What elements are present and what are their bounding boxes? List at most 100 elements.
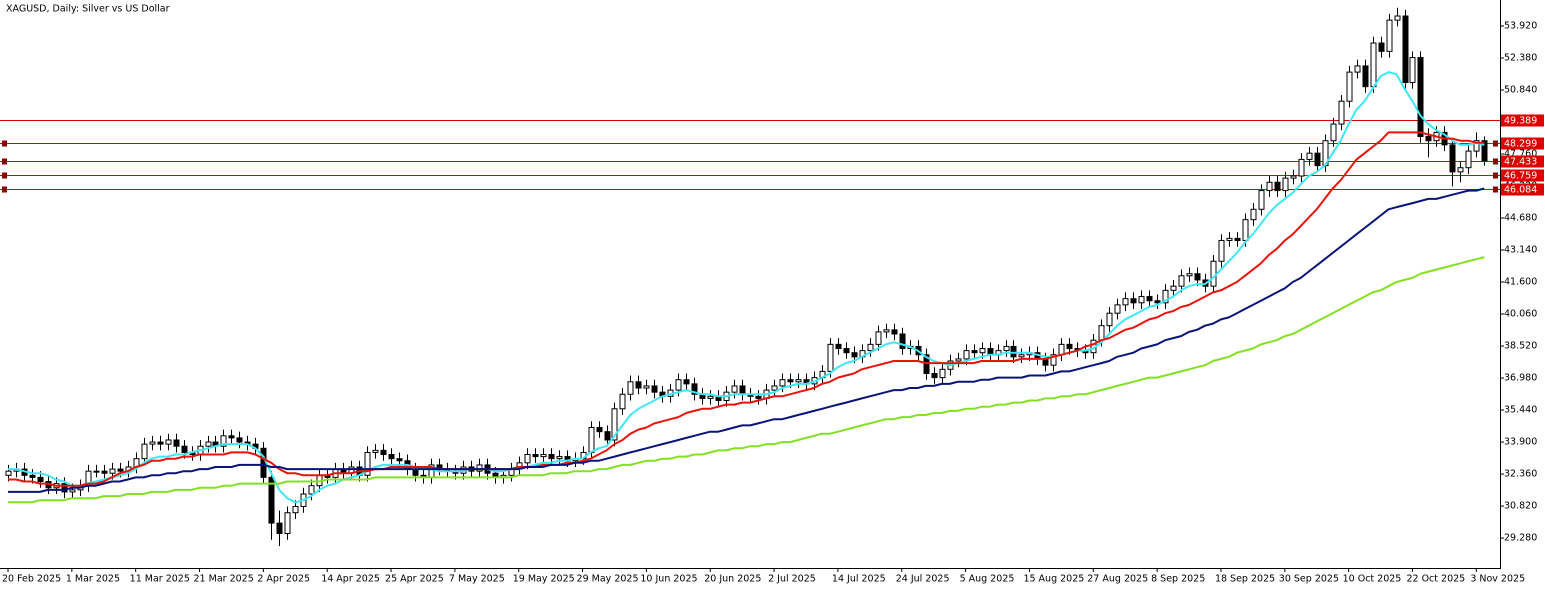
candle-body bbox=[963, 350, 970, 360]
candle-body bbox=[1394, 15, 1401, 21]
candle-body bbox=[1330, 123, 1337, 142]
candle-body bbox=[923, 354, 930, 374]
candle-body bbox=[284, 512, 291, 535]
candle-body bbox=[372, 449, 379, 453]
level-marker bbox=[1493, 158, 1498, 165]
candle-body bbox=[1250, 208, 1257, 221]
candle-body bbox=[707, 395, 714, 399]
level-marker bbox=[2, 186, 7, 193]
y-tick-label: 44.680 bbox=[1504, 213, 1537, 224]
candle-body bbox=[117, 468, 124, 472]
candle-body bbox=[1178, 275, 1185, 287]
candle-body bbox=[29, 474, 36, 478]
candle-body bbox=[1194, 273, 1201, 281]
candle-body bbox=[651, 385, 658, 393]
x-tick-label: 27 Aug 2025 bbox=[1087, 574, 1148, 585]
candle-body bbox=[588, 427, 595, 453]
y-tick-label: 36.980 bbox=[1504, 373, 1537, 384]
candle-body bbox=[1402, 15, 1409, 84]
x-tick-label: 18 Sep 2025 bbox=[1215, 574, 1275, 585]
candle-body bbox=[157, 441, 164, 445]
candle-body bbox=[971, 350, 978, 354]
x-tick-label: 2 Jul 2025 bbox=[768, 574, 816, 585]
x-tick-label: 14 Jul 2025 bbox=[832, 574, 886, 585]
moving-average-line bbox=[8, 131, 1485, 487]
level-marker bbox=[1493, 140, 1498, 147]
candle-body bbox=[37, 476, 44, 483]
candle-body bbox=[619, 393, 626, 410]
x-tick-label: 3 Nov 2025 bbox=[1470, 574, 1525, 585]
candle-body bbox=[1138, 296, 1145, 304]
candle-body bbox=[1378, 42, 1385, 52]
candle-body bbox=[643, 385, 650, 389]
candle-body bbox=[1306, 152, 1313, 160]
candle-body bbox=[1386, 19, 1393, 52]
candle-body bbox=[611, 408, 618, 441]
candle-body bbox=[1481, 140, 1488, 162]
x-tick-label: 25 Apr 2025 bbox=[385, 574, 444, 585]
candle-body bbox=[1258, 190, 1265, 210]
x-tick-label: 10 Jun 2025 bbox=[640, 574, 697, 585]
candle-body bbox=[827, 343, 834, 372]
candle-body bbox=[739, 385, 746, 395]
x-tick-label: 29 May 2025 bbox=[577, 574, 639, 585]
candle-body bbox=[1154, 300, 1161, 304]
x-tick-label: 19 May 2025 bbox=[513, 574, 575, 585]
y-tick-label: 33.900 bbox=[1504, 437, 1537, 448]
candle-body bbox=[260, 447, 267, 478]
candle-body bbox=[1417, 57, 1424, 138]
candle-body bbox=[109, 468, 116, 474]
candle-body bbox=[1162, 289, 1169, 304]
candle-body bbox=[1210, 260, 1217, 287]
candle-body bbox=[524, 454, 531, 464]
x-tick-label: 20 Feb 2025 bbox=[2, 574, 61, 585]
x-tick-label: 24 Jul 2025 bbox=[896, 574, 950, 585]
candle-body bbox=[891, 329, 898, 335]
candle-body bbox=[1226, 237, 1233, 241]
candle-body bbox=[1170, 285, 1177, 291]
level-label-bg bbox=[1501, 114, 1544, 127]
level-marker bbox=[1493, 172, 1498, 179]
candle-body bbox=[1010, 345, 1017, 358]
candle-body bbox=[388, 454, 395, 460]
candle-body bbox=[731, 385, 738, 393]
candle-body bbox=[683, 379, 690, 385]
y-tick-label: 40.060 bbox=[1504, 309, 1537, 320]
level-marker bbox=[2, 158, 7, 165]
candle-body bbox=[308, 485, 315, 495]
candle-body bbox=[205, 441, 212, 447]
candle-body bbox=[1290, 175, 1297, 179]
level-label: 47.433 bbox=[1504, 157, 1537, 168]
candle-body bbox=[604, 431, 611, 441]
y-tick-label: 29.280 bbox=[1504, 533, 1537, 544]
candle-body bbox=[939, 368, 946, 379]
x-tick-label: 30 Sep 2025 bbox=[1279, 574, 1339, 585]
candle-body bbox=[1457, 167, 1464, 173]
level-label-bg bbox=[1501, 169, 1544, 182]
candle-body bbox=[149, 441, 156, 445]
candle-body bbox=[268, 476, 275, 524]
candle-body bbox=[979, 348, 986, 354]
candle-body bbox=[1106, 312, 1113, 327]
candle-body bbox=[795, 379, 802, 383]
y-tick-label: 53.920 bbox=[1504, 20, 1537, 31]
candle-body bbox=[875, 331, 882, 345]
candle-body bbox=[141, 443, 148, 460]
candle-body bbox=[843, 348, 850, 354]
y-tick-label: 47.760 bbox=[1504, 149, 1537, 160]
candle-body bbox=[1354, 65, 1361, 73]
candle-body bbox=[1449, 144, 1456, 173]
candle-body bbox=[540, 454, 547, 458]
candle-body bbox=[1058, 343, 1065, 356]
candle-body bbox=[1050, 354, 1057, 366]
candle-body bbox=[883, 329, 890, 333]
y-tick-label: 38.520 bbox=[1504, 341, 1537, 352]
candle-body bbox=[380, 449, 387, 456]
chart-title: XAGUSD, Daily: Silver vs US Dollar bbox=[6, 4, 170, 15]
candle-body bbox=[867, 343, 874, 352]
candle-body bbox=[476, 464, 483, 472]
candle-body bbox=[851, 352, 858, 358]
candle-body bbox=[1186, 273, 1193, 277]
x-tick-label: 5 Aug 2025 bbox=[960, 574, 1015, 585]
candle-body bbox=[835, 343, 842, 350]
